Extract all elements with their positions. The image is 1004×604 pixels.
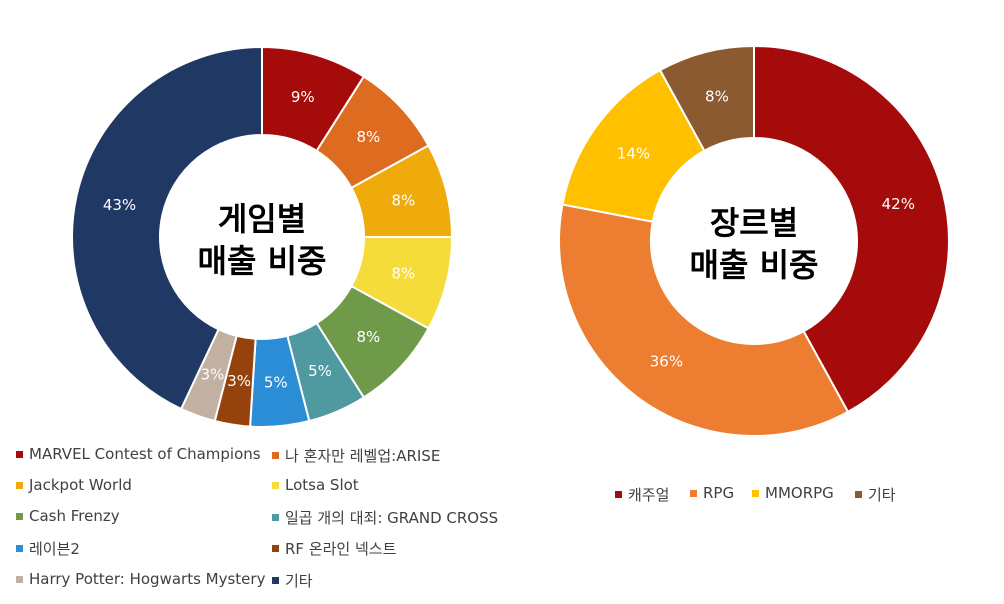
game-legend-swatch xyxy=(272,577,279,584)
game-legend-label: MARVEL Contest of Champions xyxy=(29,445,261,463)
game-legend-item: RF 온라인 넥스트 xyxy=(272,538,396,559)
game-legend-swatch xyxy=(272,452,279,459)
genre-legend-swatch xyxy=(690,489,697,497)
game-data-label: 5% xyxy=(264,373,288,391)
game-legend-item: Cash Frenzy xyxy=(16,507,120,525)
genre-legend-label: MMORPG xyxy=(765,484,834,502)
genre-slice-item-3 xyxy=(658,44,755,153)
genre-legend-label: RPG xyxy=(703,484,735,502)
game-legend-swatch xyxy=(272,545,279,552)
genre-legend-swatch xyxy=(752,489,759,497)
game-data-label: 3% xyxy=(201,365,225,383)
genre-legend-item: 캐주얼 xyxy=(615,484,669,505)
game-slice-item-9 xyxy=(71,45,263,411)
genre-data-label: 14% xyxy=(617,144,650,162)
game-legend-label: 일곱 개의 대죄: GRAND CROSS xyxy=(285,509,499,527)
game-data-label: 3% xyxy=(227,372,251,390)
game-legend-swatch xyxy=(16,545,23,552)
genre-legend-item: RPG xyxy=(690,484,734,502)
game-data-label: 8% xyxy=(392,264,416,282)
game-data-label: 9% xyxy=(291,88,315,106)
game-legend-label: 나 혼자만 레벨업:ARISE xyxy=(285,447,441,465)
game-legend-swatch xyxy=(16,575,23,583)
game-data-label: 5% xyxy=(308,362,332,380)
game-legend-item: Jackpot World xyxy=(16,476,132,494)
genre-center-title: 장르별 xyxy=(710,204,798,242)
game-legend-swatch xyxy=(272,514,279,521)
game-legend-item: 나 혼자만 레벨업:ARISE xyxy=(272,445,440,466)
game-legend-swatch xyxy=(16,450,23,458)
game-legend-label: Lotsa Slot xyxy=(285,476,359,494)
genre-data-label: 42% xyxy=(882,195,915,213)
game-data-label: 8% xyxy=(357,328,381,346)
genre-data-label: 8% xyxy=(705,88,729,106)
game-legend-swatch xyxy=(16,481,23,489)
game-legend-item: Harry Potter: Hogwarts Mystery xyxy=(16,570,265,588)
game-legend-item: Lotsa Slot xyxy=(272,476,359,494)
genre-slice-item-0 xyxy=(753,44,950,414)
game-data-label: 43% xyxy=(103,196,136,214)
genre-legend-swatch xyxy=(615,491,622,498)
game-legend-label: Harry Potter: Hogwarts Mystery xyxy=(29,570,266,588)
game-legend-label: 기타 xyxy=(285,572,313,590)
game-legend-label: RF 온라인 넥스트 xyxy=(285,540,397,558)
game-legend-label: 레이븐2 xyxy=(29,540,80,558)
genre-legend-item: MMORPG xyxy=(752,484,834,502)
genre-legend-item: 기타 xyxy=(855,484,896,505)
game-data-label: 8% xyxy=(392,192,416,210)
game-center-title: 매출 비중 xyxy=(198,242,327,280)
genre-slice-rpg xyxy=(558,203,850,437)
game-data-label: 8% xyxy=(357,128,381,146)
game-legend-label: Cash Frenzy xyxy=(29,507,120,525)
genre-center-title: 매출 비중 xyxy=(690,246,819,284)
genre-legend-swatch xyxy=(855,491,862,498)
game-legend-swatch xyxy=(272,481,279,489)
genre-legend-label: 기타 xyxy=(868,486,896,504)
game-legend-item: 레이븐2 xyxy=(16,538,80,559)
genre-legend-label: 캐주얼 xyxy=(628,486,670,504)
game-center-title: 게임별 xyxy=(218,200,306,238)
game-legend-swatch xyxy=(16,512,23,520)
game-legend-item: 일곱 개의 대죄: GRAND CROSS xyxy=(272,507,498,528)
game-legend-item: MARVEL Contest of Champions xyxy=(16,445,261,463)
game-legend-item: 기타 xyxy=(272,570,313,591)
game-legend-label: Jackpot World xyxy=(29,476,132,494)
genre-data-label: 36% xyxy=(650,353,683,371)
